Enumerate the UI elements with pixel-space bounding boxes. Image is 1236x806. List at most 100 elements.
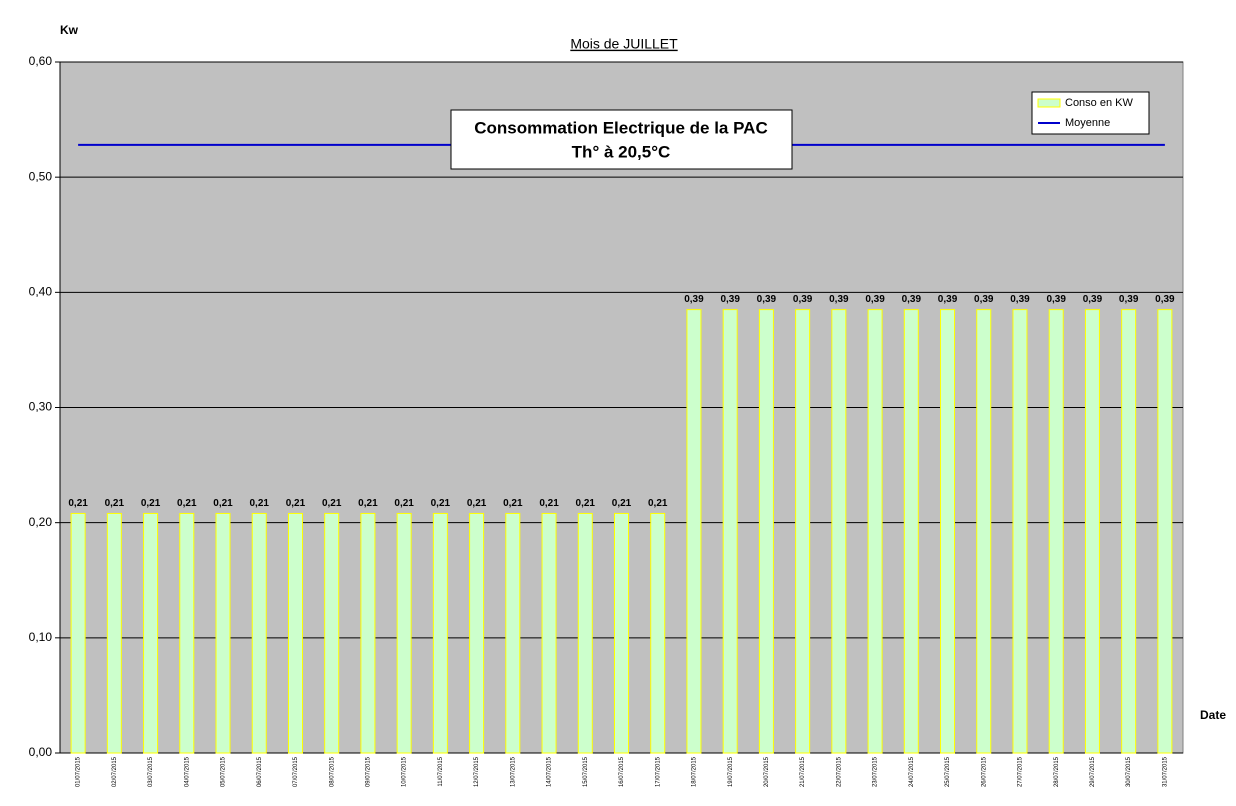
bar (360, 512, 376, 754)
x-tick-label: 12/07/2015 (474, 756, 480, 787)
data-label: 0,21 (539, 498, 559, 509)
bar (143, 512, 159, 754)
data-label: 0,21 (576, 498, 596, 509)
x-tick-label: 18/07/2015 (692, 756, 698, 787)
x-tick-label: 21/07/2015 (800, 756, 806, 787)
x-axis-label: Date (1200, 708, 1226, 722)
bar (215, 512, 231, 754)
bar (831, 309, 847, 754)
x-tick-label: 28/07/2015 (1054, 756, 1060, 787)
data-label: 0,21 (68, 498, 88, 509)
bar (976, 309, 992, 754)
y-tick-label: 0,60 (29, 54, 53, 68)
bar (795, 309, 811, 754)
y-tick-label: 0,00 (29, 745, 53, 759)
x-tick-label: 27/07/2015 (1018, 756, 1024, 787)
bar (686, 309, 702, 754)
x-tick-label: 23/07/2015 (873, 756, 879, 787)
data-label: 0,21 (612, 498, 632, 509)
x-tick-label: 26/07/2015 (981, 756, 987, 787)
legend-label: Conso en KW (1065, 97, 1133, 109)
y-axis-label: Kw (60, 23, 79, 37)
bar (1121, 309, 1137, 754)
data-label: 0,39 (1155, 294, 1175, 305)
x-tick-label: 30/07/2015 (1126, 756, 1132, 787)
x-tick-label: 13/07/2015 (510, 756, 516, 787)
bar (614, 512, 629, 754)
x-tick-label: 09/07/2015 (365, 756, 371, 787)
x-tick-label: 10/07/2015 (402, 756, 408, 787)
bar (432, 512, 448, 754)
legend-label: Moyenne (1065, 117, 1110, 129)
data-label: 0,21 (250, 498, 270, 509)
y-tick-label: 0,30 (29, 400, 53, 414)
data-label: 0,21 (467, 498, 487, 509)
bar (287, 512, 303, 754)
data-label: 0,21 (286, 498, 306, 509)
data-label: 0,21 (322, 498, 342, 509)
x-tick-label: 07/07/2015 (293, 756, 299, 787)
data-label: 0,39 (1046, 294, 1066, 305)
bar (324, 512, 340, 754)
data-label: 0,39 (684, 294, 704, 305)
data-label: 0,39 (1010, 294, 1030, 305)
x-tick-label: 03/07/2015 (148, 756, 154, 787)
legend-swatch (1037, 98, 1061, 108)
data-label: 0,39 (865, 294, 885, 305)
x-tick-label: 22/07/2015 (836, 756, 842, 787)
data-label: 0,21 (177, 498, 197, 509)
bar (867, 309, 883, 754)
data-label: 0,39 (974, 294, 994, 305)
data-label: 0,39 (720, 294, 740, 305)
data-label: 0,39 (902, 294, 922, 305)
x-tick-label: 29/07/2015 (1090, 756, 1096, 787)
data-label: 0,21 (431, 498, 451, 509)
x-tick-label: 08/07/2015 (329, 756, 335, 787)
chart-title: Mois de JUILLET (570, 36, 678, 52)
x-tick-label: 06/07/2015 (257, 756, 263, 787)
y-tick-label: 0,10 (29, 630, 53, 644)
bar (650, 512, 666, 754)
bar (722, 309, 738, 754)
data-label: 0,21 (141, 498, 161, 509)
x-tick-label: 20/07/2015 (764, 756, 770, 787)
data-label: 0,21 (105, 498, 125, 509)
data-label: 0,39 (793, 294, 813, 305)
bar (577, 512, 593, 754)
data-label: 0,21 (213, 498, 233, 509)
bar (106, 512, 122, 754)
bar (1048, 309, 1064, 754)
bar (251, 512, 267, 754)
x-tick-label: 02/07/2015 (112, 756, 118, 787)
data-label: 0,39 (757, 294, 777, 305)
data-label: 0,21 (358, 498, 378, 509)
annotation: Consommation Electrique de la PAC (474, 118, 767, 137)
x-tick-label: 31/07/2015 (1162, 756, 1168, 787)
y-tick-label: 0,50 (29, 169, 53, 183)
bar (1157, 309, 1173, 754)
x-tick-label: 24/07/2015 (909, 756, 915, 787)
x-tick-label: 04/07/2015 (184, 756, 190, 787)
data-label: 0,39 (1119, 294, 1139, 305)
bar (758, 309, 774, 754)
data-label: 0,21 (503, 498, 523, 509)
data-label: 0,39 (829, 294, 849, 305)
data-label: 0,39 (938, 294, 958, 305)
x-tick-label: 14/07/2015 (547, 756, 553, 787)
x-tick-label: 05/07/2015 (221, 756, 227, 787)
bar (70, 512, 86, 754)
bar (396, 512, 412, 754)
x-tick-label: 25/07/2015 (945, 756, 951, 787)
bar (1012, 309, 1028, 754)
annotation: Th° à 20,5°C (572, 142, 671, 161)
bar (469, 512, 485, 754)
bar (505, 512, 521, 754)
y-tick-label: 0,20 (29, 515, 53, 529)
x-tick-label: 17/07/2015 (655, 756, 661, 787)
x-tick-label: 11/07/2015 (438, 756, 444, 786)
x-tick-label: 19/07/2015 (728, 756, 734, 787)
bar (541, 512, 557, 754)
data-label: 0,21 (648, 498, 668, 509)
bar (179, 512, 195, 754)
x-tick-label: 16/07/2015 (619, 756, 625, 787)
